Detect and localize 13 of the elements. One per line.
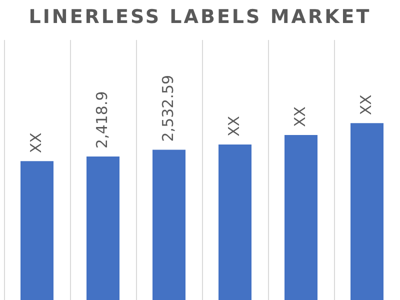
bar [152,150,186,300]
data-label: 2,418.9 [92,91,111,148]
bar [218,144,252,300]
chart-title: LINERLESS LABELS MARKET [28,6,372,28]
data-label: XX [356,94,375,116]
bar [350,123,384,300]
data-label: XX [224,116,243,137]
bar [86,156,120,300]
data-label: 2,532.59 [158,74,177,142]
data-label: XX [290,106,309,128]
data-label: XX [26,132,45,154]
bar [284,135,318,300]
bar [20,161,54,300]
